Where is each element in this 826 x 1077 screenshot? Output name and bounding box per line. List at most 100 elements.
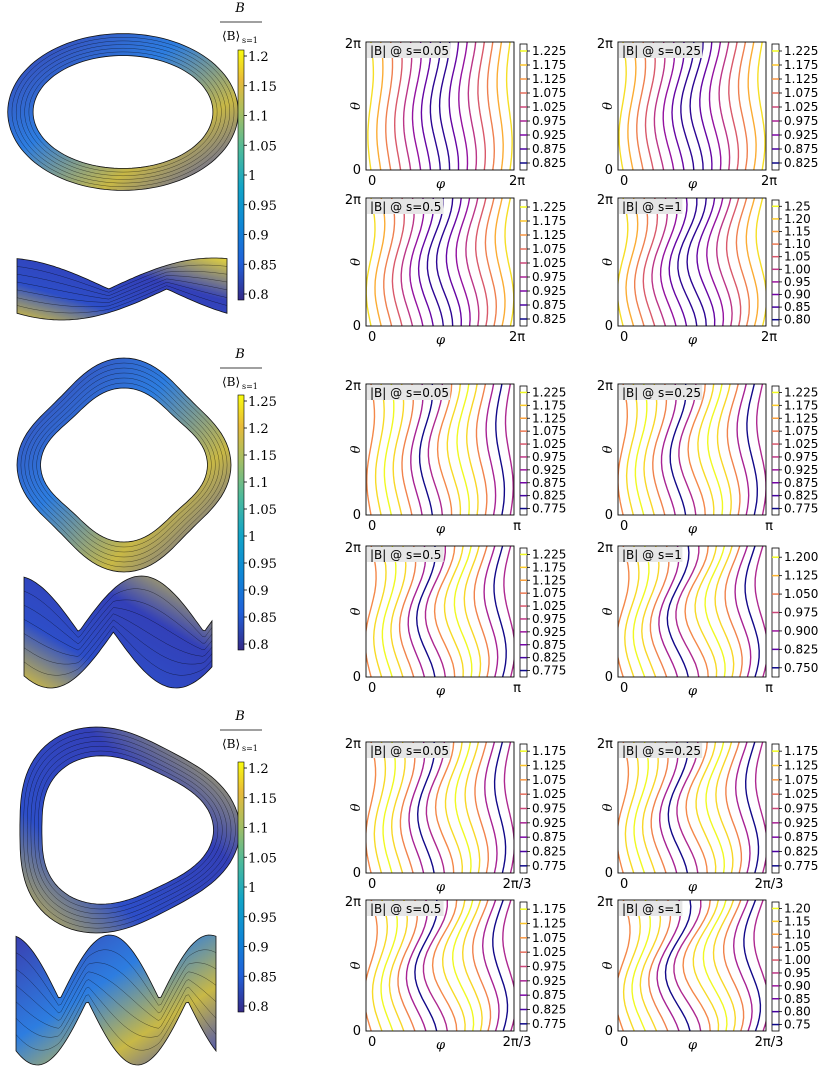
colorbar-tick-label: 1.1: [248, 110, 269, 125]
colorbar-tick-label: 0.775: [784, 859, 818, 873]
contour-line: [504, 384, 514, 515]
colorbar-title-numerator: B: [234, 709, 245, 724]
colorbar-tick-label: 0.875: [532, 988, 566, 1002]
contour-line: [393, 42, 403, 170]
contour-line: [461, 900, 483, 1031]
surface: [19, 726, 241, 934]
panel-label: |B| @ s=0.25: [622, 386, 701, 400]
colorbar-tick-label: 0.900: [784, 624, 818, 638]
xtick-label: 0: [368, 519, 376, 534]
field-line: [15, 994, 217, 1051]
contour-line: [641, 546, 660, 677]
ytick-label: 2π: [597, 193, 613, 208]
contour-line: [735, 198, 751, 326]
contour-line: [381, 546, 397, 677]
contour-line: [474, 742, 490, 873]
contour-line: [624, 742, 640, 873]
plot-frame: [365, 899, 515, 1032]
contour-line: [456, 384, 470, 515]
contour-lines: [618, 42, 766, 170]
contour-line: [477, 42, 486, 170]
contour-line: [445, 198, 463, 326]
colorbar-tick-label: 1.175: [532, 398, 566, 412]
field-line: [36, 382, 212, 548]
colorbar-tick-label: 1.175: [532, 744, 566, 758]
colorbar-tick-label: 0.975: [532, 802, 566, 816]
colorbar-tick-label: 1.075: [784, 773, 818, 787]
xtick-label: 0: [368, 1035, 376, 1050]
contour-line: [415, 546, 437, 677]
contour-line: [736, 384, 750, 515]
contour-line: [407, 546, 427, 677]
colorbar-tick-label: 1.225: [532, 385, 566, 399]
contour-line: [757, 42, 766, 170]
contour-panel: |B| @ s=0.05 2π 00 2π φ θ 1.2251.1751.1251.075…: [345, 37, 566, 192]
contour-line: [492, 900, 509, 1031]
contour-line: [660, 384, 678, 515]
contour-line: [429, 42, 441, 170]
contour-line: [659, 198, 678, 326]
colorbar-tick-label: 0.975: [784, 114, 818, 128]
colorbar-tick-label: 0.975: [784, 606, 818, 620]
plot-frame: [365, 741, 515, 874]
contour-line: [697, 384, 715, 515]
stellarator-row1-top-view: [7, 33, 239, 191]
colorbar-tick-label: 0.925: [784, 816, 818, 830]
xtick-label: 2π/3: [755, 877, 784, 892]
colorbar-3d: B ⟨B⟩ s=1 1.25 1.2 1.15 1.1 1.05 1 0.95 0.9 0.85 0.8: [220, 347, 277, 653]
contour-line: [434, 742, 455, 873]
colorbar-tick-label: 1.05: [248, 851, 277, 866]
x-axis-label: φ: [436, 177, 446, 192]
surface: [16, 257, 228, 321]
colorbar-tick-label: 1.125: [532, 228, 566, 242]
contour-panel: |B| @ s=1 2π 00 2π φ θ 1.251.201.151.101.051.0…: [597, 193, 811, 348]
colorbar-tick-label: 0.8: [248, 288, 269, 303]
colorbar: [771, 385, 780, 516]
contour-line: [692, 900, 720, 1031]
colorbar-tick-label: 0.775: [532, 859, 566, 873]
colorbar-tick-label: 1.125: [532, 411, 566, 425]
contour-line: [653, 42, 666, 170]
contour-line: [366, 198, 376, 326]
panel-label-bg: [619, 199, 683, 214]
ytick-label: 2π: [345, 379, 361, 394]
contour-line: [373, 742, 387, 873]
ytick-label: 2π: [597, 737, 613, 752]
colorbar-tick-label: 1: [248, 169, 256, 184]
contour-line: [505, 42, 513, 170]
colorbar-tick-label: 1.05: [784, 250, 811, 264]
contour-line: [391, 198, 406, 326]
colorbar-tick-label: 0.925: [532, 284, 566, 298]
ytick-label: 0: [353, 508, 361, 523]
colorbar-title-numerator: B: [234, 347, 245, 362]
y-axis-label: θ: [349, 803, 364, 811]
colorbar-tick-label: 1.025: [784, 437, 818, 451]
colorbar-tick-label: 0.9: [248, 229, 269, 244]
contour-line: [383, 198, 396, 326]
contour-line: [662, 42, 676, 170]
xtick-label: 2π: [761, 330, 777, 345]
colorbar-tick-label: 1.05: [248, 503, 277, 518]
colorbar-tick-label: 1.175: [532, 560, 566, 574]
contour-line: [417, 198, 435, 326]
plot-frame: [617, 383, 767, 516]
contour-line: [696, 198, 716, 326]
colorbar-gradient: [237, 761, 245, 1013]
contour-line: [484, 198, 498, 326]
plot-frame: [617, 197, 767, 327]
colorbar-tick-label: 1.125: [532, 72, 566, 86]
colorbar-title-denominator: ⟨B⟩: [222, 375, 240, 389]
plot-frame: [365, 197, 515, 327]
colorbar-tick-label: 0.975: [532, 114, 566, 128]
contour-line: [706, 198, 725, 326]
colorbar-3d: B ⟨B⟩ s=1 1.2 1.15 1.1 1.05 1 0.95 0.9 0.85 0.8: [220, 1, 277, 303]
contour-line: [401, 384, 415, 515]
x-axis-label: φ: [436, 684, 446, 699]
field-line: [23, 731, 236, 929]
colorbar: [771, 901, 780, 1032]
colorbar-tick-label: 0.925: [532, 974, 566, 988]
contour-line: [448, 42, 460, 170]
contour-line: [687, 384, 706, 515]
panel-label: |B| @ s=0.25: [622, 744, 701, 758]
